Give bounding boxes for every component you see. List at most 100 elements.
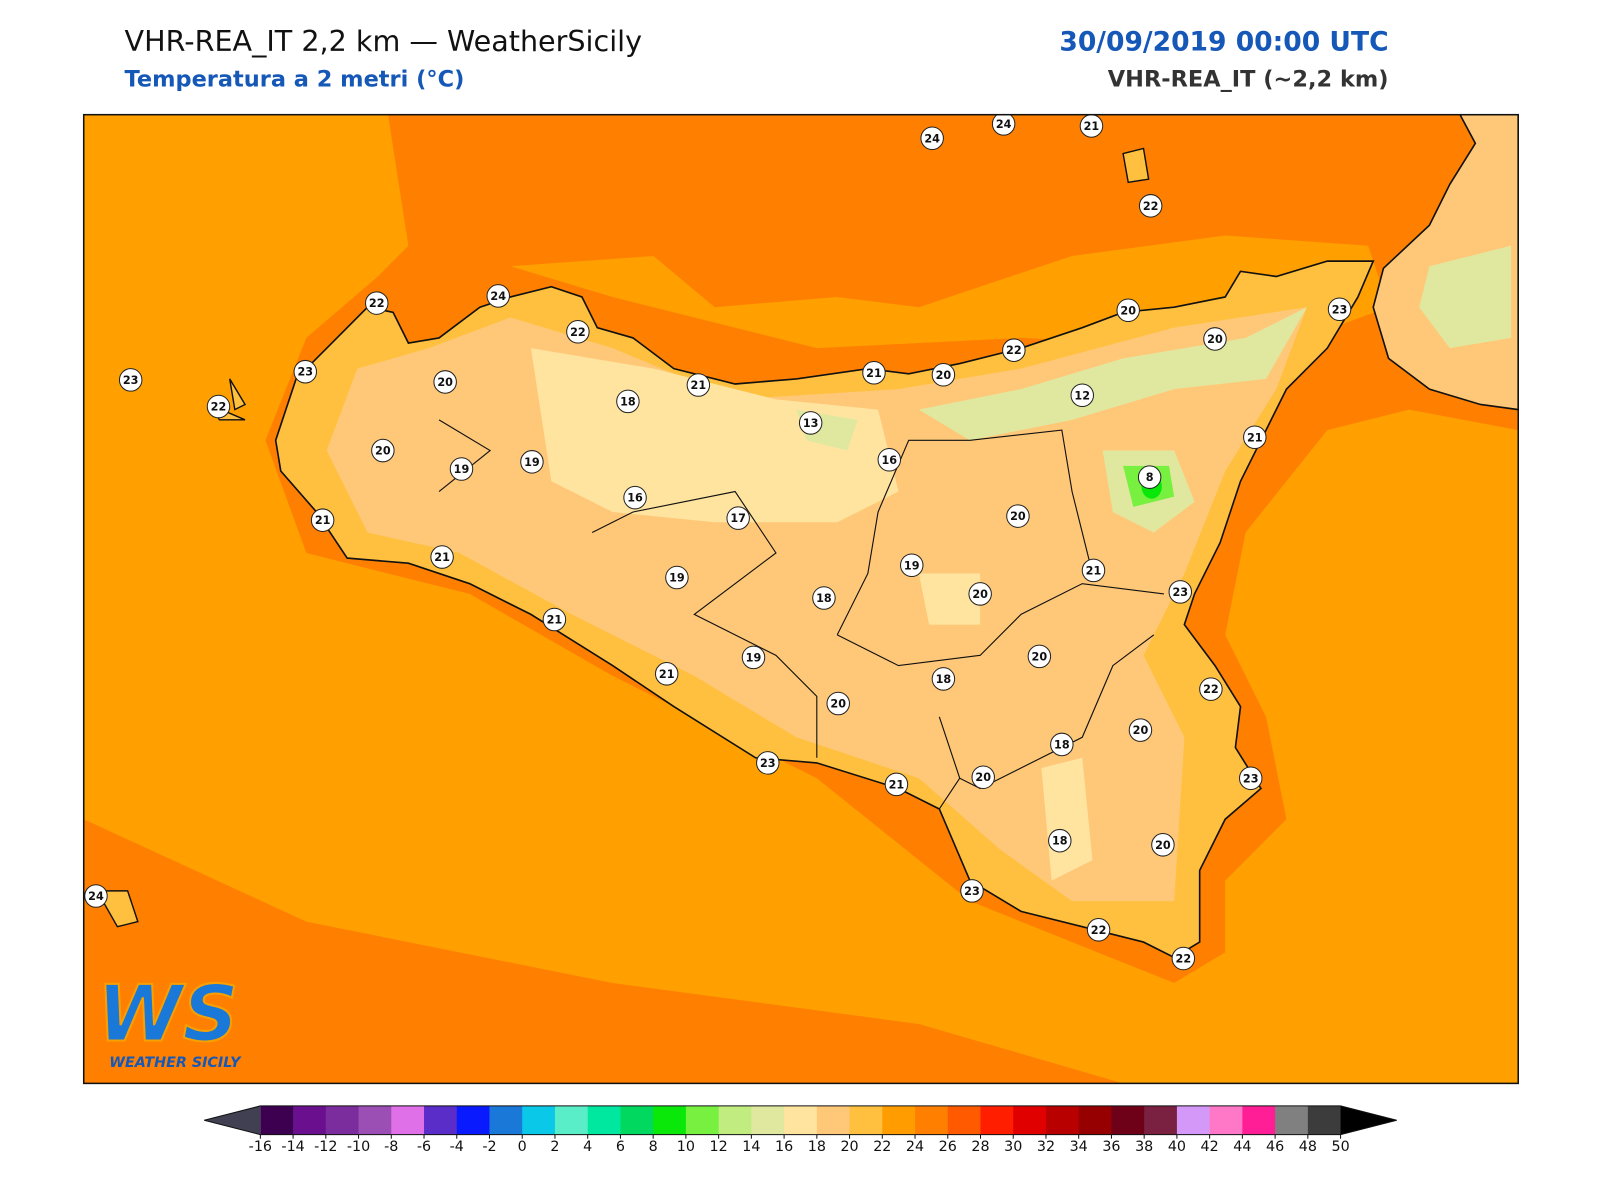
land-16-18 [530,348,1093,881]
station-value: 20 [1032,650,1048,663]
colorbar-swatch [620,1105,654,1135]
colorbar-tick-label: 46 [1266,1139,1284,1155]
colorbar-tick-label: 48 [1299,1139,1317,1155]
colorbar-over [1340,1105,1397,1135]
station-marker [812,586,836,610]
station-marker [84,884,108,908]
colorbar-tick-label: -12 [314,1139,337,1155]
colorbar-swatch [1144,1105,1178,1135]
station-marker [686,373,711,397]
station-value: 20 [1120,304,1136,317]
station-value: 18 [936,673,952,686]
model-label: VHR-REA_IT (~2,2 km) [1108,66,1389,92]
station-marker [741,645,766,670]
colorbar-swatch [751,1105,785,1135]
station-value: 23 [1332,303,1348,316]
colorbar-swatch [849,1105,883,1135]
station-marker [293,359,318,384]
station-marker [1050,732,1074,757]
colorbar-tick-label: 40 [1168,1139,1186,1155]
colorbar-swatch [915,1105,949,1135]
station-value: 21 [1084,120,1100,133]
station-value: 22 [1091,924,1107,937]
colorbar-swatch [424,1105,458,1135]
colorbar-tick-label: 12 [710,1139,728,1155]
colorbar-swatch [1275,1105,1309,1135]
colorbar-tick-label: 30 [1004,1139,1022,1155]
colorbar-swatch [882,1105,916,1135]
colorbar-tick-label: 10 [677,1139,695,1155]
station-marker [616,389,640,414]
colorbar-swatch [260,1105,294,1135]
colorbar-tick-label: 8 [649,1139,658,1155]
colorbar-tick-label: 44 [1233,1139,1251,1155]
station-value: 23 [1243,772,1259,785]
station-value: 23 [1172,586,1188,599]
colorbar-tick-label: 26 [939,1139,957,1155]
station-value: 16 [627,492,643,505]
title: VHR-REA_IT 2,2 km — WeatherSicily [125,24,642,58]
colorbar-swatch [325,1105,360,1135]
station-marker [798,411,823,435]
station-value: 21 [659,668,675,681]
station-value: 13 [803,417,819,430]
station-marker [433,370,457,394]
station-value: 20 [1010,510,1026,523]
colorbar-swatch [489,1105,523,1135]
station-value: 19 [669,572,685,585]
station-marker [877,448,902,472]
colorbar-swatch [947,1105,982,1135]
station-marker [862,360,886,385]
colorbar-swatch [358,1105,392,1135]
colorbar-tick-label: 14 [742,1139,760,1155]
colorbar-tick-label: 36 [1102,1139,1120,1155]
colorbar-tick-label: -4 [450,1139,464,1155]
station-marker [971,765,995,789]
logo-mark: WS [97,969,238,1059]
station-value: 17 [730,512,746,525]
station-value: 20 [975,771,991,784]
station-marker [1199,677,1223,701]
logo-text: WEATHER SICILY [109,1055,242,1071]
colorbar-swatch [554,1105,589,1135]
colorbar-swatch [522,1105,556,1135]
colorbar-tick-label: 18 [808,1139,826,1155]
station-marker [486,284,510,308]
colorbar-tick-label: 4 [583,1139,592,1155]
station-marker [1138,194,1163,218]
station-marker [968,582,992,606]
logo: WS WEATHER SICILY [96,968,242,1071]
station-marker [826,691,850,716]
station-marker [206,394,231,419]
colorbar-swatch [587,1105,621,1135]
station-value: 24 [88,890,104,903]
station-value: 16 [881,454,897,467]
station-marker [1048,828,1072,853]
islands [95,147,1150,928]
colorbar-swatch [1242,1105,1276,1135]
station-marker [1128,718,1153,742]
station-value: 23 [297,366,313,379]
station-marker [1086,918,1111,942]
station-value: 19 [524,456,540,469]
stations: 24 24 21 22 22 24 22 23 23 22 20 18 21 21 20 22 20 20 23 12… [84,114,1352,971]
colorbar-tick-label: 42 [1201,1139,1219,1155]
station-value: 19 [746,651,762,664]
colorbar-tick-label: 28 [971,1139,989,1155]
station-value: 23 [123,374,139,387]
station-marker [430,545,454,569]
station-value: 21 [691,379,707,392]
station-marker [520,450,544,474]
colorbar-tick-label: -2 [482,1139,496,1155]
station-value: 20 [936,369,952,382]
station-value: 18 [620,395,636,408]
station-marker [726,506,750,530]
station-value: 21 [1086,564,1102,577]
station-marker [623,485,647,510]
station-marker [1079,114,1104,138]
colorbar-swatch [784,1105,818,1135]
station-marker [654,662,679,686]
station-marker [566,320,590,344]
station-value: 22 [1203,683,1219,696]
station-marker [900,553,924,578]
